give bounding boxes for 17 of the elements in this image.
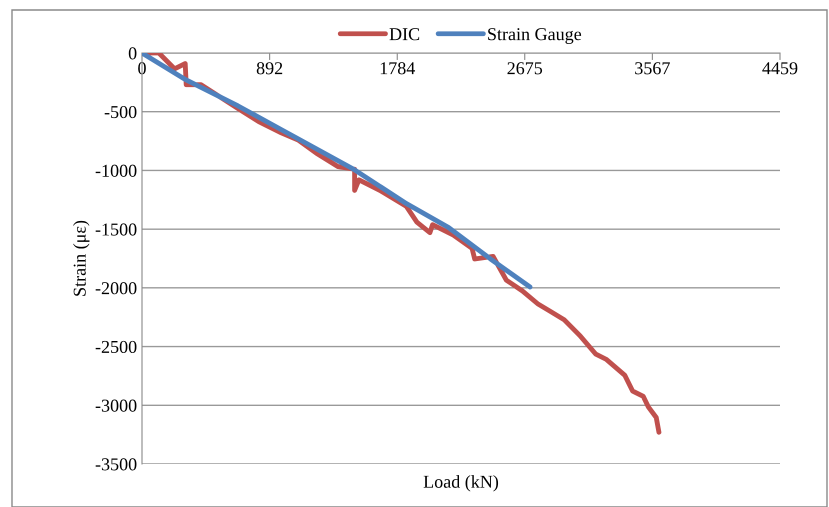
y-tick-label: -2000 bbox=[96, 282, 136, 294]
y-tick-label: -500 bbox=[104, 106, 136, 118]
y-tick-label: -1000 bbox=[96, 164, 136, 177]
y-tick-label: -3000 bbox=[96, 400, 136, 412]
x-tick-label: 4459 bbox=[762, 62, 798, 74]
y-tick-label: -3500 bbox=[96, 458, 136, 470]
x-tick-label: 1784 bbox=[380, 62, 416, 74]
x-axis-title: Load (kN) bbox=[424, 475, 498, 492]
legend-label: Strain Gauge bbox=[488, 28, 582, 44]
x-tick-label: 892 bbox=[256, 62, 282, 74]
y-tick-label: -1500 bbox=[96, 223, 136, 236]
y-axis-title: Strain (με) bbox=[73, 220, 90, 296]
y-tick-label: 0 bbox=[128, 47, 136, 60]
legend-label: DIC bbox=[390, 28, 420, 40]
x-tick-label: 3567 bbox=[635, 62, 670, 74]
y-tick-label: -2500 bbox=[96, 340, 136, 354]
x-tick-label: 2675 bbox=[507, 62, 542, 74]
